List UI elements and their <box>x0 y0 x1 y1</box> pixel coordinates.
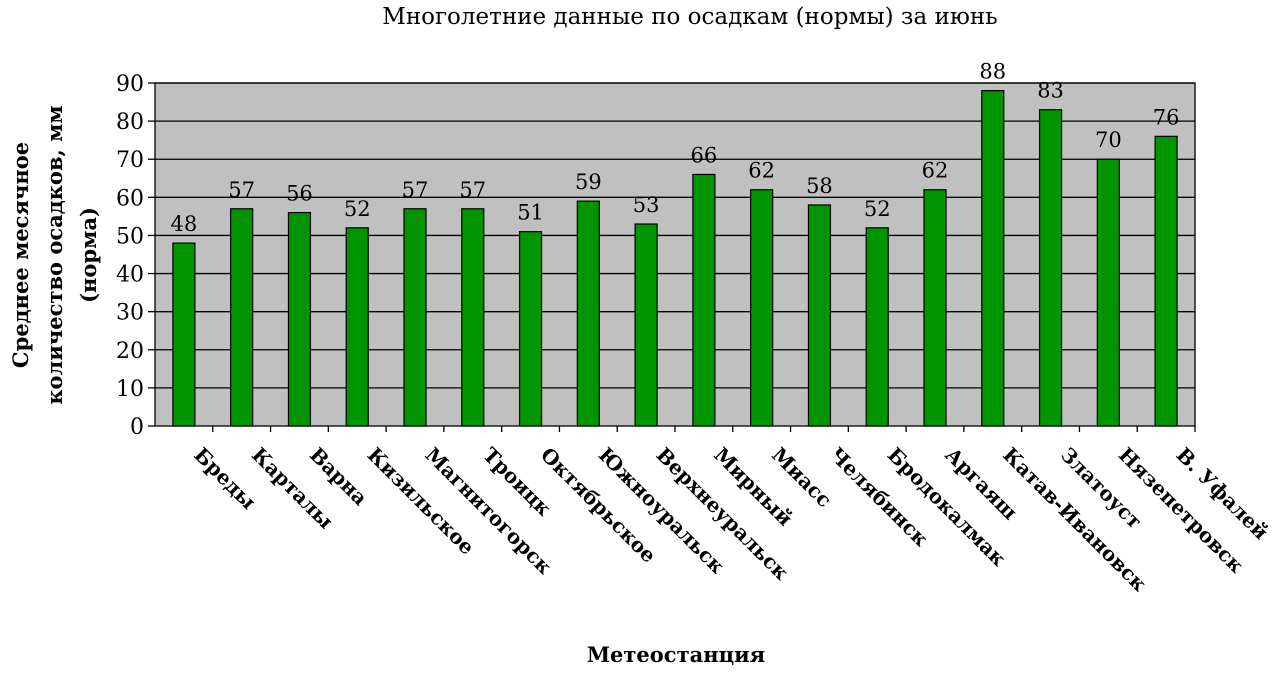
plot-area <box>155 83 1195 426</box>
y-tick-label: 20 <box>116 339 144 364</box>
data-label: 48 <box>171 212 198 236</box>
y-axis-label-line-2: количество осадков, мм <box>42 105 67 404</box>
data-label: 56 <box>286 182 313 206</box>
data-label: 57 <box>402 178 429 202</box>
bar <box>1154 135 1178 427</box>
data-label: 59 <box>575 170 602 194</box>
bar <box>923 189 947 427</box>
data-label: 62 <box>748 159 775 183</box>
y-axis-label-line-3: (норма) <box>76 207 101 303</box>
y-axis-label-line-1: Среднее месячное <box>8 142 33 368</box>
bar <box>172 242 196 427</box>
bar <box>518 231 543 427</box>
data-label: 53 <box>633 193 660 217</box>
bar <box>692 173 716 427</box>
bar <box>865 227 889 427</box>
data-label: 58 <box>806 174 833 198</box>
data-label: 52 <box>864 197 891 221</box>
data-label: 51 <box>517 201 544 225</box>
data-label: 76 <box>1153 105 1180 129</box>
data-label: 57 <box>228 178 255 202</box>
x-tick-label: Бреды <box>189 443 261 515</box>
chart-title: Многолетние данные по осадкам (нормы) за… <box>382 4 997 30</box>
bar <box>750 189 774 427</box>
data-label: 52 <box>344 197 371 221</box>
x-tick-label: Челябинск <box>825 443 934 552</box>
y-tick-label: 10 <box>116 377 144 402</box>
y-tick-label: 80 <box>116 110 144 135</box>
bar <box>1038 109 1063 427</box>
bar <box>461 208 485 427</box>
bar <box>230 208 254 427</box>
bar <box>634 223 658 427</box>
bar <box>576 200 600 427</box>
y-tick-label: 60 <box>116 186 144 211</box>
y-tick-label: 50 <box>116 224 144 249</box>
data-label: 83 <box>1037 79 1064 103</box>
data-label: 88 <box>979 60 1006 84</box>
bar <box>345 227 369 427</box>
bar <box>1096 158 1120 427</box>
y-tick-label: 30 <box>116 301 144 326</box>
data-label: 66 <box>691 143 718 167</box>
y-tick-label: 0 <box>130 415 144 440</box>
bar <box>981 90 1005 427</box>
bar <box>287 211 312 427</box>
bar <box>403 208 427 427</box>
bar <box>807 204 832 427</box>
y-tick-label: 70 <box>116 148 144 173</box>
data-label: 62 <box>922 159 949 183</box>
data-label: 57 <box>459 178 486 202</box>
y-tick-label: 90 <box>116 72 144 97</box>
x-axis-label: Метеостанция <box>587 642 765 667</box>
y-tick-label: 40 <box>116 263 144 288</box>
y-axis-label: Среднее месячное количество осадков, мм … <box>8 105 101 404</box>
data-label: 70 <box>1095 128 1122 152</box>
